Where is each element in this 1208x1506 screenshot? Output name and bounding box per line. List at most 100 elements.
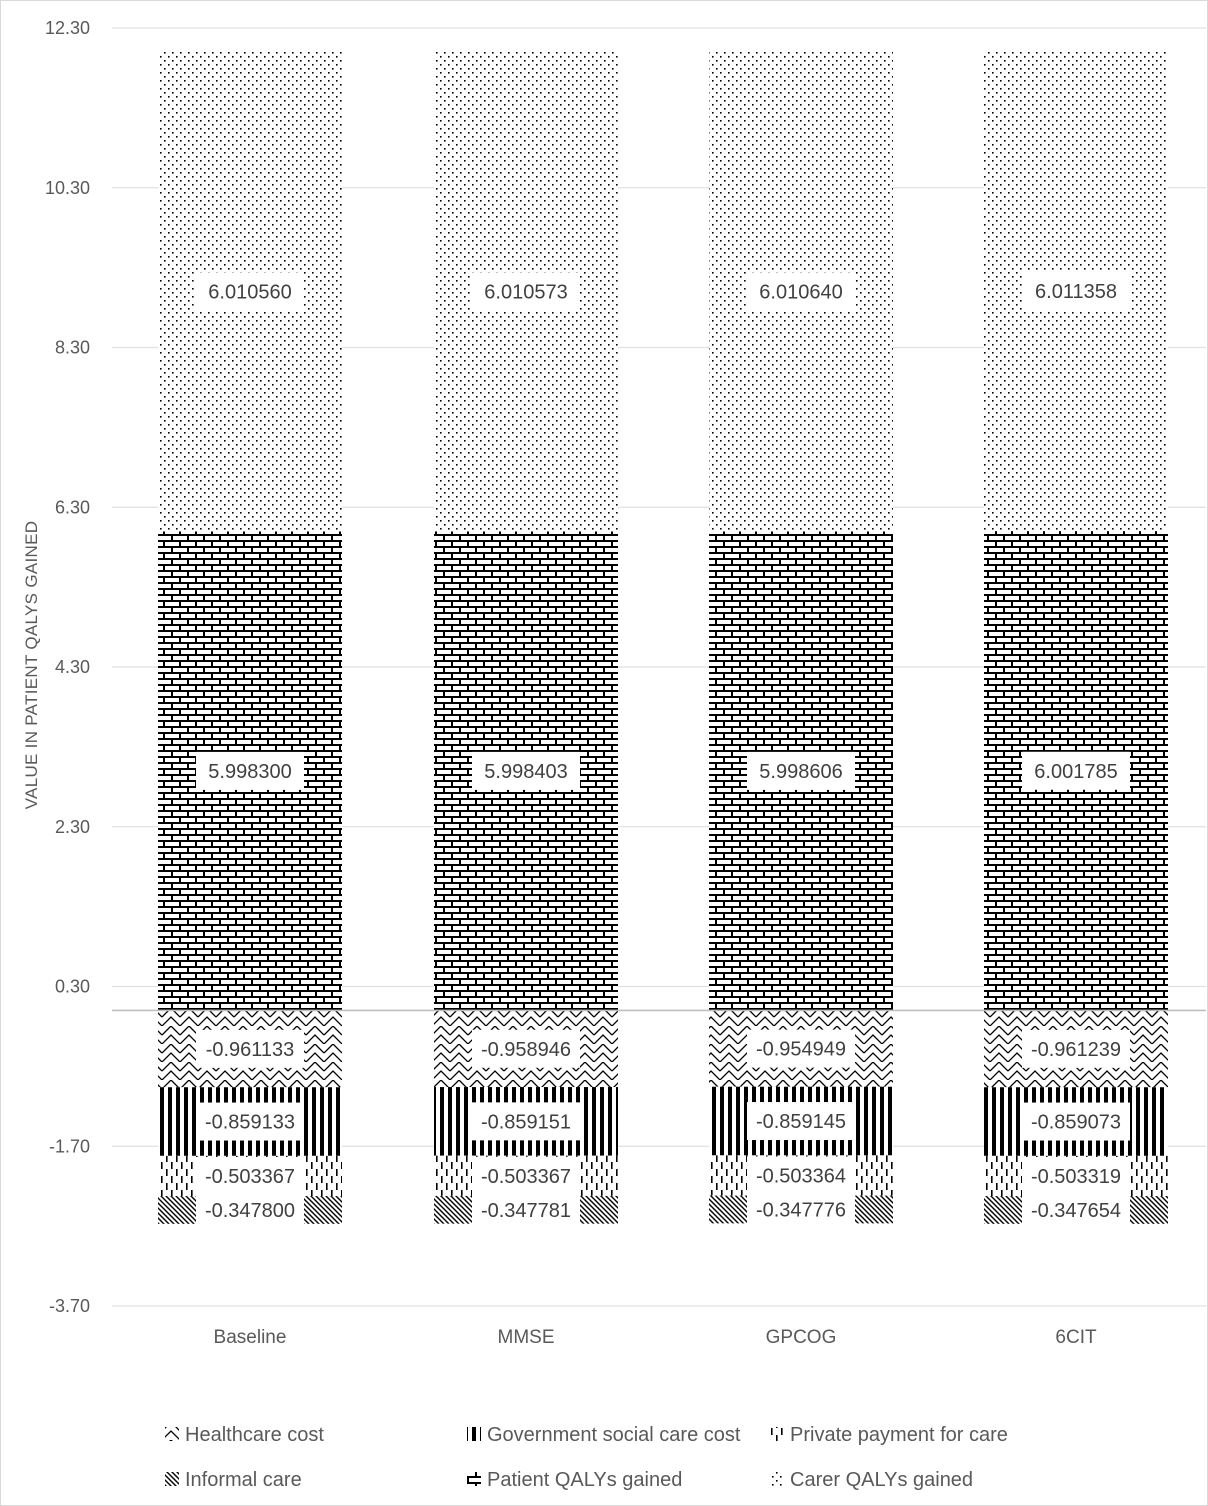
data-label-group: -0.347776 [747,1190,855,1229]
data-label-group: 5.998606 [747,751,855,790]
data-label-box [472,1190,580,1229]
data-label: -0.859073 [1031,1112,1121,1134]
y-tick-label: -3.70 [49,1296,90,1316]
data-label-group: -0.961133 [196,1029,304,1068]
data-label-box [1022,1102,1130,1141]
legend-swatch-zigzag [165,1427,179,1441]
data-label-box [747,1102,855,1141]
data-label-group: -0.859151 [472,1102,580,1141]
data-label: -0.958946 [481,1039,571,1061]
data-label-group: -0.347781 [472,1190,580,1229]
data-label-group: -0.859145 [747,1102,855,1141]
data-label: -0.503319 [1031,1166,1121,1188]
y-tick-label: 2.30 [55,817,90,837]
data-label-group: -0.503364 [747,1156,855,1195]
data-label-box [747,272,855,311]
data-label-group: -0.503367 [196,1156,304,1195]
legend-item: Healthcare cost [165,1424,324,1446]
x-category-labels: Baseline MMSE GPCOG 6CIT [214,1327,1097,1348]
data-label-group: 6.011358 [1022,271,1130,310]
y-axis-label: VALUE IN PATIENT QALYS GAINED [22,521,41,810]
legend-swatch-dashed-vertical [770,1427,784,1441]
data-label: 6.010640 [759,281,842,303]
legend-label: Healthcare cost [185,1424,324,1446]
legend-item: Government social care cost [467,1424,741,1446]
legend-swatch-dots [770,1472,784,1486]
data-label: 5.998300 [208,761,291,783]
data-label-box [472,751,580,790]
data-label-group: 5.998403 [472,751,580,790]
data-label-box [747,1190,855,1229]
legend: Healthcare cost Government social care co… [165,1424,1008,1491]
data-label-group: -0.347654 [1022,1190,1130,1229]
data-label: -0.859151 [481,1111,571,1133]
legend-swatch-vertical-bars [467,1427,481,1441]
data-label: 5.998606 [759,761,842,783]
data-label-group: 5.998300 [196,751,304,790]
legend-item: Carer QALYs gained [770,1469,973,1491]
data-label-box [472,272,580,311]
y-tick-labels: 12.30 10.30 8.30 6.30 4.30 2.30 0.30 -1.70 -3.70 [45,18,90,1316]
data-label-box [747,751,855,790]
data-label-box [472,1029,580,1068]
data-label-box [196,1102,304,1141]
bars [158,50,1168,1224]
data-label-group: -0.958946 [472,1029,580,1068]
x-category-label: GPCOG [766,1327,837,1348]
x-category-label: MMSE [498,1327,555,1348]
legend-item: Private payment for care [770,1424,1008,1446]
legend-swatch-brick [467,1472,481,1486]
y-tick-label: 8.30 [55,338,90,358]
data-label-group: -0.503367 [472,1156,580,1195]
y-tick-label: 12.30 [45,18,90,38]
data-label-box [472,1102,580,1141]
data-label-box [472,1156,580,1195]
data-label-box [1022,1190,1130,1229]
data-label: -0.961133 [206,1039,295,1061]
data-label: 6.010573 [484,281,567,303]
data-label-group: 6.001785 [1022,751,1130,790]
x-category-label: Baseline [214,1327,287,1348]
data-label: 6.001785 [1034,761,1117,783]
data-label-box [196,1190,304,1229]
data-label-group: 6.010640 [747,272,855,311]
data-labels: -0.961133 -0.859133 -0.503367 -0.347800 5.99… [196,271,1130,1229]
legend-label: Carer QALYs gained [790,1469,973,1491]
data-label: -0.503364 [756,1165,846,1187]
data-label: -0.503367 [205,1166,295,1188]
data-label: 5.998403 [484,761,567,783]
data-label: 6.010560 [208,281,291,303]
data-label-box [196,1156,304,1195]
data-label-box [1022,271,1130,310]
data-label-box [1022,1156,1130,1195]
y-tick-label: -1.70 [49,1136,90,1156]
legend-item: Patient QALYs gained [467,1469,682,1491]
data-label-group: -0.961239 [1022,1029,1130,1068]
data-label-box [196,1029,304,1068]
data-label-box [747,1156,855,1195]
data-label: -0.954949 [756,1039,846,1061]
y-tick-label: 4.30 [55,657,90,677]
data-label-box [196,751,304,790]
data-label-group: -0.347800 [196,1190,304,1229]
data-label: -0.961239 [1031,1039,1121,1061]
x-category-label: 6CIT [1055,1327,1097,1348]
data-label: -0.503367 [481,1166,571,1188]
legend-item: Informal care [165,1469,302,1491]
data-label: 6.011358 [1035,281,1117,303]
legend-label: Private payment for care [790,1424,1008,1446]
y-tick-label: 10.30 [45,178,90,198]
data-label: -0.347654 [1031,1200,1121,1222]
data-label-group: -0.859133 [196,1102,304,1141]
legend-label: Informal care [185,1469,302,1491]
legend-label: Patient QALYs gained [487,1469,682,1491]
data-label: -0.347776 [756,1199,846,1221]
y-tick-label: 6.30 [55,497,90,517]
data-label: -0.859145 [756,1111,846,1133]
data-label-box [196,272,304,311]
data-label-group: -0.954949 [747,1029,855,1068]
data-label-group: 6.010573 [472,272,580,311]
data-label-group: -0.859073 [1022,1102,1130,1141]
data-label-group: -0.503319 [1022,1156,1130,1195]
